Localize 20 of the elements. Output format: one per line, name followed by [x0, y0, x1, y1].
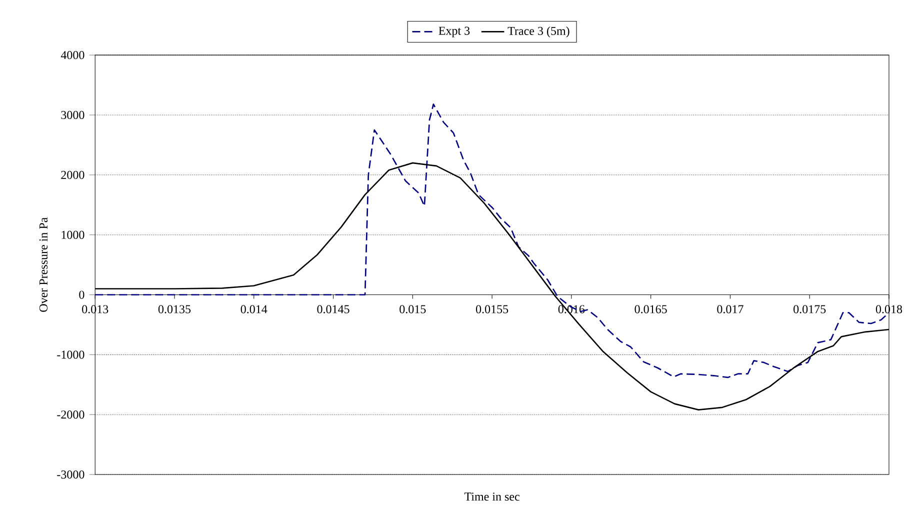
y-tick-label: 0 — [79, 290, 84, 300]
y-tick-label: 1000 — [62, 230, 84, 240]
x-tick-label: 0.0165 — [634, 305, 667, 314]
legend-label: Expt 3 — [438, 26, 470, 38]
y-tick-label: 3000 — [61, 111, 84, 120]
y-tick-label: -1000 — [57, 350, 84, 359]
x-axis-title: Time in sec — [464, 492, 520, 501]
x-tick-label: 0.0155 — [476, 305, 508, 314]
x-tick-label: 0.0145 — [317, 305, 350, 314]
y-tick-label: 2000 — [61, 171, 84, 180]
x-tick-label: 0.014 — [240, 305, 268, 314]
x-tick-label: 0.0175 — [794, 305, 826, 314]
x-tick-label: 0.015 — [400, 305, 426, 314]
y-tick-label: 4000 — [60, 51, 84, 60]
legend-label: Trace 3 (5m) — [508, 26, 570, 38]
x-tick-label: 0.017 — [717, 305, 744, 314]
y-tick-label: -2000 — [57, 410, 84, 419]
y-axis-title: Over Pressure in Pa — [39, 218, 48, 312]
y-tick-label: -3000 — [57, 470, 84, 479]
x-tick-label: 0.0135 — [158, 305, 191, 314]
